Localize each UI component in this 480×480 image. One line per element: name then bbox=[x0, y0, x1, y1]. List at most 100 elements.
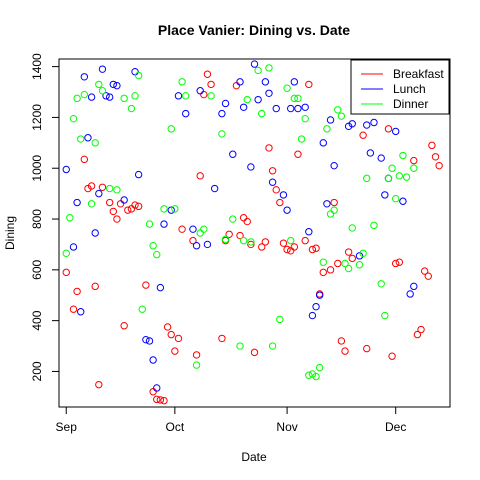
breakfast-point bbox=[95, 380, 103, 389]
legend-label-breakfast: Breakfast bbox=[393, 67, 444, 81]
lunch-point bbox=[80, 73, 89, 81]
dinner-point bbox=[268, 342, 277, 350]
dinner-point bbox=[127, 104, 136, 113]
lunch-point bbox=[182, 109, 190, 118]
dinner-point bbox=[283, 84, 291, 92]
breakfast-point bbox=[207, 80, 215, 89]
breakfast-point bbox=[283, 245, 291, 254]
dinner-point bbox=[370, 221, 378, 230]
breakfast-point bbox=[388, 352, 396, 360]
lunch-point bbox=[381, 191, 389, 199]
dinner-point bbox=[337, 112, 346, 120]
dinner-point bbox=[395, 172, 404, 180]
dinner-point bbox=[323, 125, 331, 133]
lunch-point bbox=[279, 191, 288, 199]
dinner-point bbox=[381, 311, 389, 320]
breakfast-point bbox=[334, 259, 342, 268]
breakfast-point bbox=[156, 396, 165, 404]
dinner-point bbox=[87, 200, 96, 208]
breakfast-point bbox=[247, 240, 255, 249]
lunch-point bbox=[391, 127, 400, 136]
lunch-point bbox=[160, 220, 168, 228]
lunch-point bbox=[363, 121, 371, 129]
breakfast-point bbox=[272, 186, 280, 194]
breakfast-point bbox=[131, 201, 139, 209]
breakfast-point bbox=[192, 351, 201, 359]
dinner-point bbox=[258, 109, 266, 118]
breakfast-point bbox=[330, 198, 338, 207]
lunch-point bbox=[210, 184, 219, 193]
breakfast-point bbox=[134, 202, 143, 211]
lunch-point bbox=[254, 95, 262, 104]
lunch-point bbox=[153, 384, 161, 392]
legend-label-dinner: Dinner bbox=[393, 97, 428, 111]
dinner-point bbox=[355, 261, 364, 269]
dinner-point bbox=[62, 249, 70, 258]
x-axis: Sep Oct Nov Dec bbox=[56, 406, 406, 434]
dinner-point bbox=[95, 80, 103, 89]
breakfast-point bbox=[178, 225, 186, 233]
dinner-point bbox=[105, 184, 114, 193]
lunch-point bbox=[174, 92, 183, 100]
breakfast-point bbox=[384, 125, 393, 133]
breakfast-point bbox=[410, 156, 418, 165]
breakfast-point bbox=[424, 272, 432, 280]
dinner-point bbox=[290, 94, 299, 103]
dinner-point bbox=[254, 66, 262, 75]
breakfast-point bbox=[113, 215, 121, 223]
lunch-point bbox=[73, 198, 81, 207]
dinner-point bbox=[239, 236, 248, 245]
x-tick-label: Oct bbox=[166, 420, 185, 434]
breakfast-point bbox=[395, 258, 404, 266]
dinner-point bbox=[149, 242, 157, 250]
breakfast-point bbox=[153, 395, 161, 404]
breakfast-point bbox=[91, 282, 99, 291]
lunch-point bbox=[294, 104, 302, 113]
lunch-point bbox=[149, 356, 157, 364]
dinner-point bbox=[399, 151, 407, 160]
breakfast-point bbox=[276, 198, 284, 207]
breakfast-point bbox=[344, 248, 353, 256]
x-tick-label: Sep bbox=[56, 420, 78, 434]
lunch-point bbox=[109, 80, 118, 89]
lunch-point bbox=[62, 165, 70, 174]
breakfast-point bbox=[98, 183, 107, 191]
lunch-point bbox=[315, 291, 324, 299]
lunch-point bbox=[366, 149, 375, 157]
dinner-point bbox=[236, 342, 244, 350]
breakfast-point bbox=[319, 268, 327, 277]
dinner-point bbox=[384, 174, 393, 183]
lunch-point bbox=[268, 178, 277, 186]
dinner-point bbox=[77, 135, 85, 143]
breakfast-point bbox=[435, 161, 443, 170]
breakfast-point bbox=[337, 337, 346, 345]
breakfast-point bbox=[265, 144, 273, 152]
breakfast-point bbox=[294, 150, 302, 158]
dinner-point bbox=[294, 94, 302, 103]
breakfast-point bbox=[87, 182, 96, 190]
breakfast-point bbox=[236, 231, 244, 240]
dinner-point bbox=[221, 235, 230, 244]
breakfast-point bbox=[171, 347, 179, 355]
dinner-point bbox=[305, 371, 313, 379]
dinner-point bbox=[315, 363, 324, 372]
lunch-point bbox=[145, 337, 154, 345]
breakfast-point bbox=[417, 325, 425, 334]
breakfast-point bbox=[167, 330, 175, 339]
dinner-point bbox=[348, 224, 356, 232]
breakfast-point bbox=[359, 131, 367, 139]
y-tick-label: 1000 bbox=[30, 155, 44, 182]
lunch-point bbox=[196, 87, 204, 95]
lunch-point bbox=[113, 81, 121, 90]
dinner-point bbox=[113, 186, 121, 194]
lunch-point bbox=[250, 60, 259, 68]
dinner-point bbox=[301, 114, 309, 123]
dinner-point bbox=[73, 94, 81, 103]
dinner-point bbox=[344, 264, 353, 273]
breakfast-point bbox=[268, 167, 277, 175]
dinner-point bbox=[297, 135, 306, 143]
y-tick-label: 800 bbox=[30, 209, 44, 229]
breakfast-point bbox=[225, 230, 233, 238]
lunch-point bbox=[69, 243, 78, 251]
dinner-point bbox=[265, 64, 273, 72]
